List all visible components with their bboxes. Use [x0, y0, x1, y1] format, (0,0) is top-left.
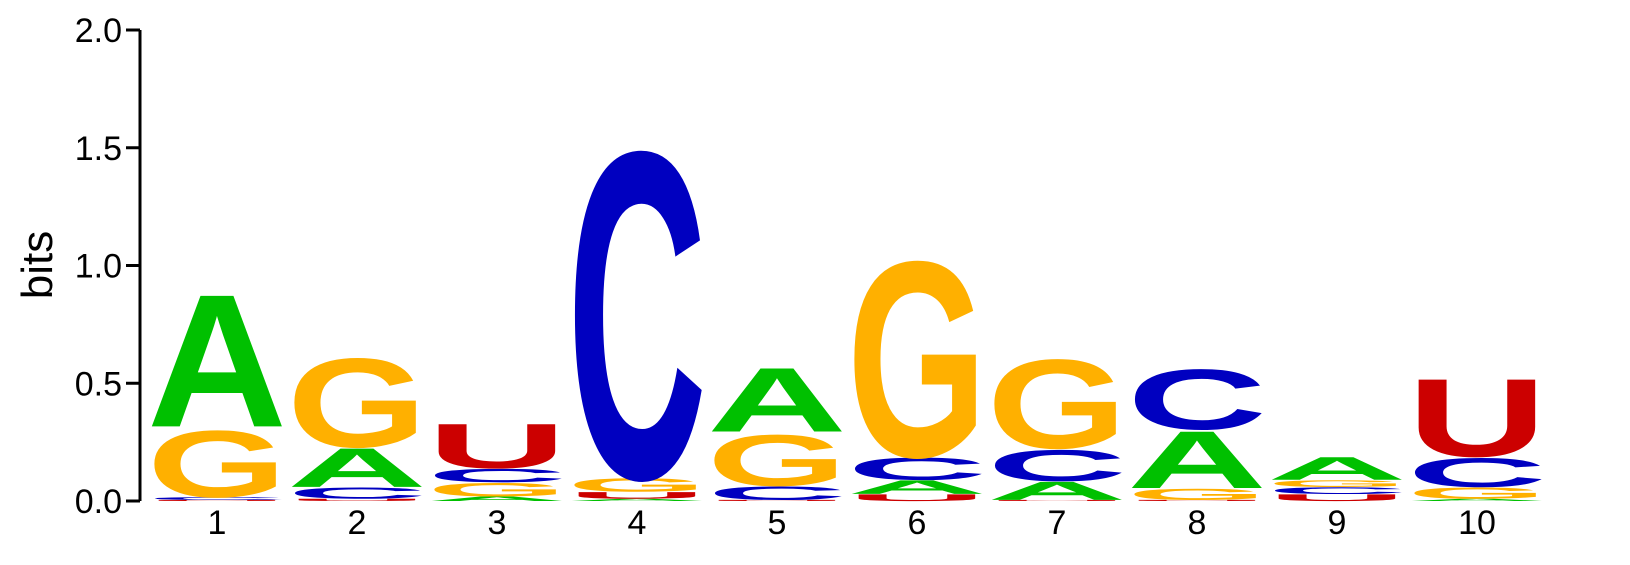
x-tick-label: 9	[1328, 504, 1347, 542]
logo-letter-a	[1267, 450, 1407, 487]
y-tick-label: 2.0	[75, 12, 122, 50]
logo-column-9	[1267, 450, 1407, 504]
x-tick-label: 1	[208, 504, 227, 542]
logo-column-3	[427, 410, 567, 503]
logo-letter-a	[707, 349, 847, 452]
x-tick-label: 3	[488, 504, 507, 542]
y-tick-label: 0.5	[75, 365, 122, 403]
logo-column-2	[287, 332, 427, 503]
logo-letter-c	[1127, 351, 1267, 448]
y-tick-label: 0.0	[75, 483, 122, 521]
y-tick-label: 1.5	[75, 130, 122, 168]
logo-letter-g	[847, 202, 987, 516]
logo-letter-u	[427, 410, 567, 482]
y-axis-label: bits	[13, 231, 62, 299]
logo-column-6	[847, 202, 988, 516]
x-tick-label: 7	[1048, 504, 1067, 542]
x-tick-label: 8	[1188, 504, 1207, 542]
x-tick-label: 4	[628, 504, 647, 542]
logo-column-1	[147, 254, 288, 518]
y-tick-label: 1.0	[75, 248, 122, 286]
x-axis: 1 2 3 4 5 6 7 8 9 10	[208, 504, 1496, 542]
logo-letter-a	[147, 254, 287, 467]
logo-letter-c	[567, 54, 707, 565]
logo-column-10	[1407, 355, 1547, 503]
logo-column-8	[1127, 351, 1268, 506]
logo-letter-g	[987, 333, 1127, 476]
x-tick-label: 5	[768, 504, 787, 542]
logo-letter-g	[287, 332, 427, 475]
logo-letter-u	[1407, 355, 1547, 481]
x-tick-label: 10	[1458, 504, 1496, 542]
x-tick-label: 6	[908, 504, 927, 542]
x-tick-label: 2	[348, 504, 367, 542]
y-axis: 0.0 0.5 1.0 1.5 2.0	[75, 12, 142, 521]
logo-column-4	[567, 54, 707, 565]
logo-column-7	[987, 333, 1128, 506]
logo-column-5	[707, 349, 848, 504]
logo-stacks	[147, 54, 1547, 565]
